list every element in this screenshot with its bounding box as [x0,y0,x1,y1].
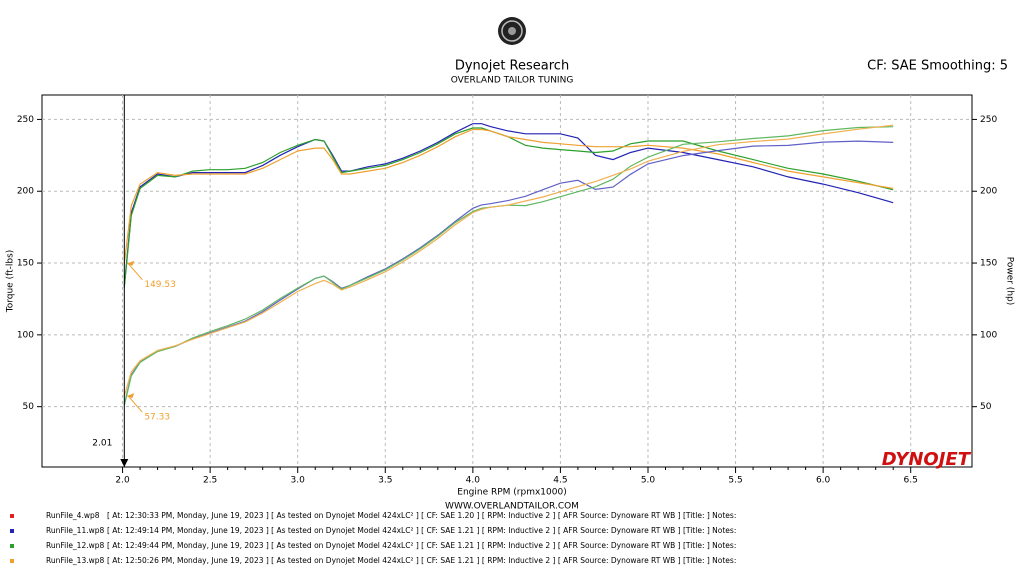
x-tick-label: 4.0 [466,476,481,486]
y-tick-label: 200 [17,187,34,197]
series-line [123,128,894,264]
y2-tick-label: 200 [980,187,997,197]
legend-details: [ At: 12:49:14 PM, Monday, June 19, 2023… [107,526,736,535]
series-line [123,126,894,406]
cursor-arrow [120,459,129,467]
y2-tick-label: 250 [980,115,997,125]
cursor-torque-leader [127,263,143,281]
x-tick-label: 2.0 [115,476,130,486]
logo [498,17,526,45]
legend-swatch [10,544,14,548]
brand-logo: DYNOJET [882,449,972,470]
legend-name: RunFile_4.wp8 [46,511,100,520]
x-tick-label: 4.5 [553,476,567,486]
x-axis-label: Engine RPM (rpmx1000) [457,488,566,498]
legend-swatch [10,514,14,518]
x-tick-label: 6.5 [904,476,918,486]
series-line [123,124,894,397]
legend-swatch [10,559,14,563]
series-line [123,123,894,287]
x-tick-label: 6.0 [816,476,831,486]
x-tick-label: 3.5 [378,476,392,486]
y-axis-label: Torque (ft-lbs) [6,250,16,314]
legend-name: RunFile_13.wp8 [46,556,105,565]
website: WWW.OVERLANDTAILOR.COM [445,502,579,512]
y2-axis-label: Power (hp) [1005,257,1015,306]
x-tick-label: 2.5 [203,476,217,486]
plot-area [41,94,973,468]
y-tick-label: 50 [23,402,35,412]
legend-swatch [10,529,14,533]
cursor-torque-marker [126,260,135,266]
cursor-power-leader [127,395,143,413]
chart-title: Dynojet Research [455,59,569,74]
chart-subtitle: OVERLAND TAILOR TUNING [451,76,574,86]
y2-tick-label: 150 [980,259,997,269]
legend-details: [ At: 12:49:44 PM, Monday, June 19, 2023… [107,541,736,550]
y-tick-label: 100 [17,330,34,340]
y-tick-label: 150 [17,259,34,269]
legend-name: RunFile_12.wp8 [46,541,105,550]
settings-text: CF: SAE Smoothing: 5 [867,59,1008,74]
grid [42,95,972,467]
y2-tick-label: 100 [980,330,997,340]
legend-name: RunFile_11.wp8 [46,526,105,535]
cursor-x-label: 2.01 [92,439,112,449]
series-line [123,127,894,288]
legend-details: [ At: 12:30:33 PM, Monday, June 19, 2023… [107,511,736,520]
cursor-torque-label: 149.53 [144,280,176,290]
cursor-power-marker [126,393,135,399]
legend-details: [ At: 12:50:26 PM, Monday, June 19, 2023… [107,556,736,565]
x-tick-label: 5.0 [641,476,656,486]
cursor-power-label: 57.33 [144,413,170,423]
y2-tick-label: 50 [980,402,992,412]
y-tick-label: 250 [17,115,34,125]
x-tick-label: 5.5 [728,476,742,486]
x-tick-label: 3.0 [291,476,306,486]
